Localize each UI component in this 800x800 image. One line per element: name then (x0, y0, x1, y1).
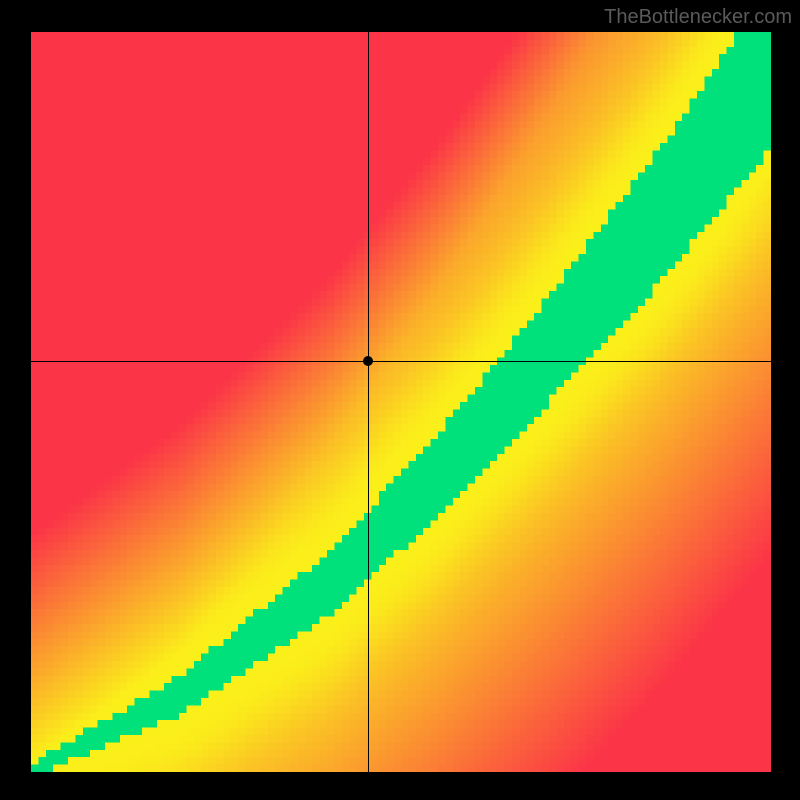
heatmap-canvas (31, 32, 771, 772)
crosshair-horizontal (31, 361, 771, 362)
bottleneck-heatmap (31, 32, 771, 772)
watermark-text: TheBottlenecker.com (604, 6, 792, 29)
crosshair-vertical (368, 32, 369, 772)
selection-marker-dot (363, 356, 373, 366)
